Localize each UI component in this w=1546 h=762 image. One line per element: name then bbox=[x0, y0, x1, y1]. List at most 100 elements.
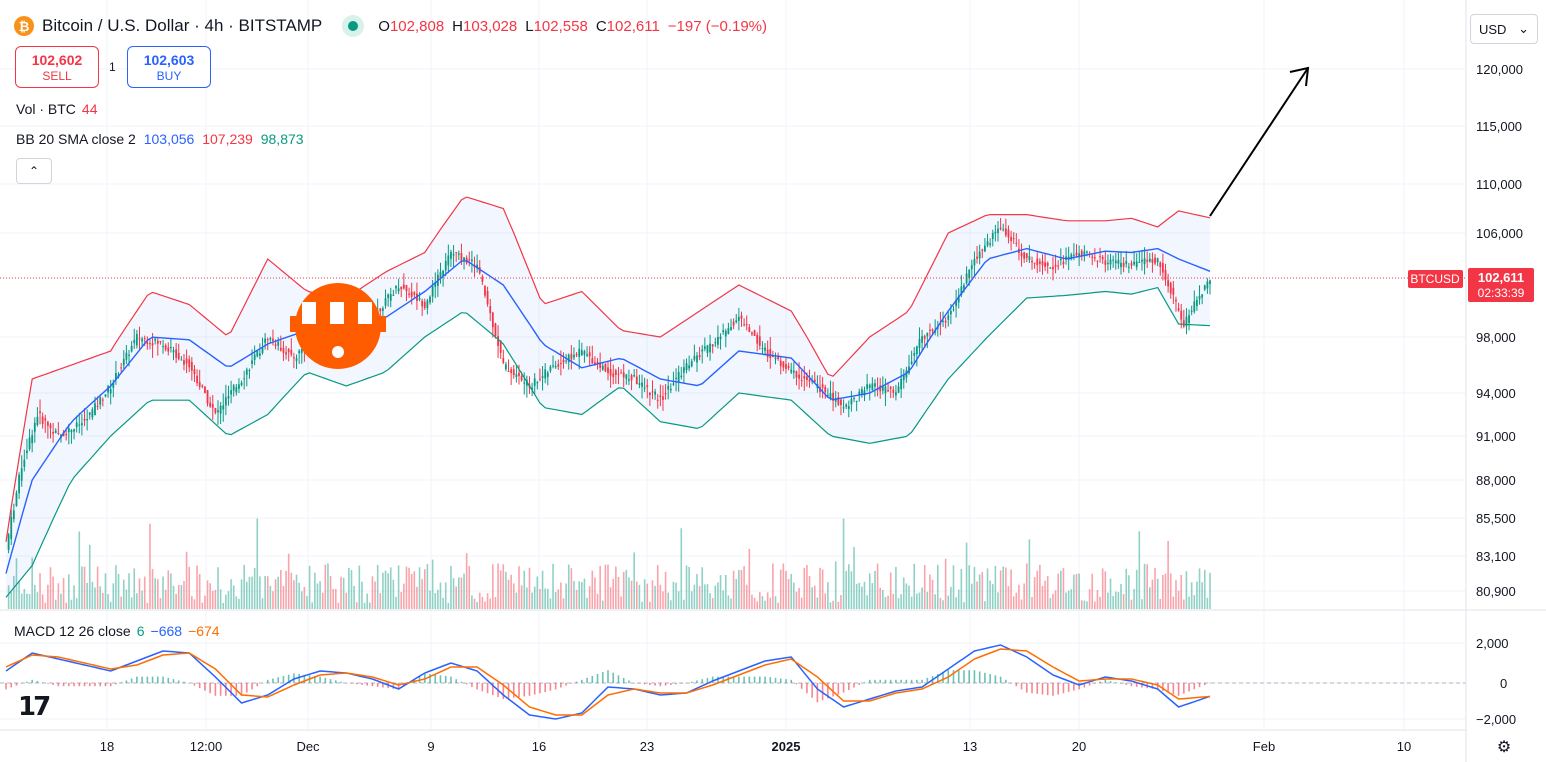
macd-histogram-bar bbox=[581, 679, 583, 683]
time-tick-label: Feb bbox=[1253, 739, 1275, 754]
candle-body bbox=[541, 376, 544, 379]
volume-bar bbox=[871, 583, 874, 609]
volume-bar bbox=[583, 578, 586, 609]
candle-body bbox=[439, 271, 442, 279]
volume-bar bbox=[376, 564, 379, 609]
volume-bar bbox=[756, 601, 758, 609]
candle-body bbox=[711, 344, 714, 347]
volume-bar bbox=[672, 581, 675, 609]
collapse-legend-button[interactable]: ⌃ bbox=[16, 158, 52, 184]
candle-body bbox=[743, 324, 746, 326]
volume-bar bbox=[185, 551, 188, 609]
macd-histogram-bar bbox=[957, 670, 960, 683]
candle-body bbox=[88, 412, 91, 415]
volume-bar bbox=[188, 566, 191, 609]
candle-body bbox=[957, 295, 960, 303]
buy-button[interactable]: 102,603 BUY bbox=[127, 46, 211, 88]
volume-bar bbox=[1057, 573, 1059, 609]
volume-bar bbox=[434, 593, 437, 609]
candle-body bbox=[1206, 281, 1209, 289]
volume-bar bbox=[379, 593, 382, 609]
candle-body bbox=[748, 327, 751, 333]
volume-bar bbox=[489, 598, 492, 609]
volume-bar bbox=[1172, 596, 1175, 609]
candle-body bbox=[826, 394, 829, 396]
macd-histogram-bar bbox=[94, 683, 96, 687]
volume-legend[interactable]: Vol · BTC 44 bbox=[16, 101, 97, 117]
volume-bar bbox=[575, 589, 578, 609]
volume-bar bbox=[319, 581, 321, 609]
macd-legend[interactable]: MACD 12 26 close 6 −668 −674 bbox=[14, 623, 220, 639]
volume-bar bbox=[298, 582, 300, 609]
candle-body bbox=[146, 342, 149, 344]
macd-histogram-bar bbox=[711, 676, 714, 683]
bb-legend[interactable]: BB 20 SMA close 2 103,056 107,239 98,873 bbox=[16, 131, 304, 147]
candle-body bbox=[91, 409, 94, 418]
volume-bar bbox=[256, 518, 259, 609]
volume-bar bbox=[834, 561, 837, 609]
volume-bar bbox=[643, 579, 646, 609]
macd-histogram-bar bbox=[999, 676, 1002, 683]
volume-bar bbox=[1083, 600, 1086, 609]
volume-bar bbox=[675, 582, 677, 609]
low-value: 102,558 bbox=[533, 17, 588, 35]
sell-button[interactable]: 102,602 SELL bbox=[15, 46, 99, 88]
spread-value: 1 bbox=[109, 60, 116, 74]
macd-histogram-bar bbox=[1141, 683, 1143, 688]
currency-select[interactable]: USD ⌄ bbox=[1470, 14, 1538, 44]
volume-bar bbox=[562, 598, 565, 609]
volume-bar bbox=[1049, 598, 1052, 609]
candle-body bbox=[1120, 262, 1122, 268]
macd-histogram-bar bbox=[842, 683, 845, 693]
candle-body bbox=[81, 423, 83, 426]
volume-bar bbox=[905, 583, 908, 609]
candle-body bbox=[54, 430, 57, 433]
macd-histogram-bar bbox=[429, 674, 431, 683]
candle-body bbox=[211, 403, 214, 408]
candle-body bbox=[162, 346, 164, 348]
tradingview-logo[interactable]: 17 bbox=[18, 692, 51, 722]
candle-body bbox=[874, 383, 876, 387]
volume-bar bbox=[311, 602, 314, 609]
volume-bar bbox=[44, 602, 47, 609]
volume-bar bbox=[143, 576, 146, 609]
macd-histogram-bar bbox=[539, 683, 541, 694]
gear-icon[interactable]: ⚙ bbox=[1496, 739, 1512, 756]
candle-body bbox=[960, 286, 963, 296]
volume-bar bbox=[246, 581, 248, 609]
macd-histogram-bar bbox=[523, 683, 526, 697]
candle-body bbox=[1135, 261, 1138, 268]
volume-bar bbox=[1052, 594, 1054, 609]
volume-bar bbox=[285, 570, 287, 609]
macd-histogram-bar bbox=[800, 683, 803, 689]
macd-histogram-bar bbox=[916, 679, 918, 683]
macd-histogram-bar bbox=[858, 683, 861, 685]
candle-body bbox=[298, 350, 301, 354]
candle-body bbox=[889, 387, 892, 389]
volume-bar bbox=[423, 569, 426, 609]
candle-body bbox=[832, 392, 834, 401]
macd-histogram-bar bbox=[450, 676, 452, 683]
volume-bar bbox=[1193, 595, 1196, 609]
macd-histogram-bar bbox=[921, 679, 923, 683]
macd-histogram-bar bbox=[879, 679, 882, 683]
candle-body bbox=[594, 362, 596, 364]
volume-bar bbox=[884, 597, 887, 609]
volume-bar bbox=[960, 569, 963, 609]
bb-basis-line bbox=[5, 247, 1211, 574]
candle-body bbox=[491, 312, 494, 328]
candle-body bbox=[554, 366, 557, 368]
trend-arrow[interactable] bbox=[1209, 66, 1310, 217]
volume-bar bbox=[785, 571, 787, 609]
volume-bar bbox=[83, 566, 86, 609]
macd-histogram-bar bbox=[465, 683, 468, 685]
symbol-title[interactable]: Bitcoin / U.S. Dollar · 4h · BITSTAMP bbox=[42, 16, 323, 35]
candle-body bbox=[39, 411, 41, 414]
volume-bar bbox=[499, 570, 502, 609]
candle-body bbox=[497, 336, 499, 346]
volume-bar bbox=[492, 564, 494, 609]
candle-body bbox=[897, 386, 900, 393]
macd-histogram-bar bbox=[99, 683, 102, 687]
volume-bar bbox=[450, 565, 452, 609]
